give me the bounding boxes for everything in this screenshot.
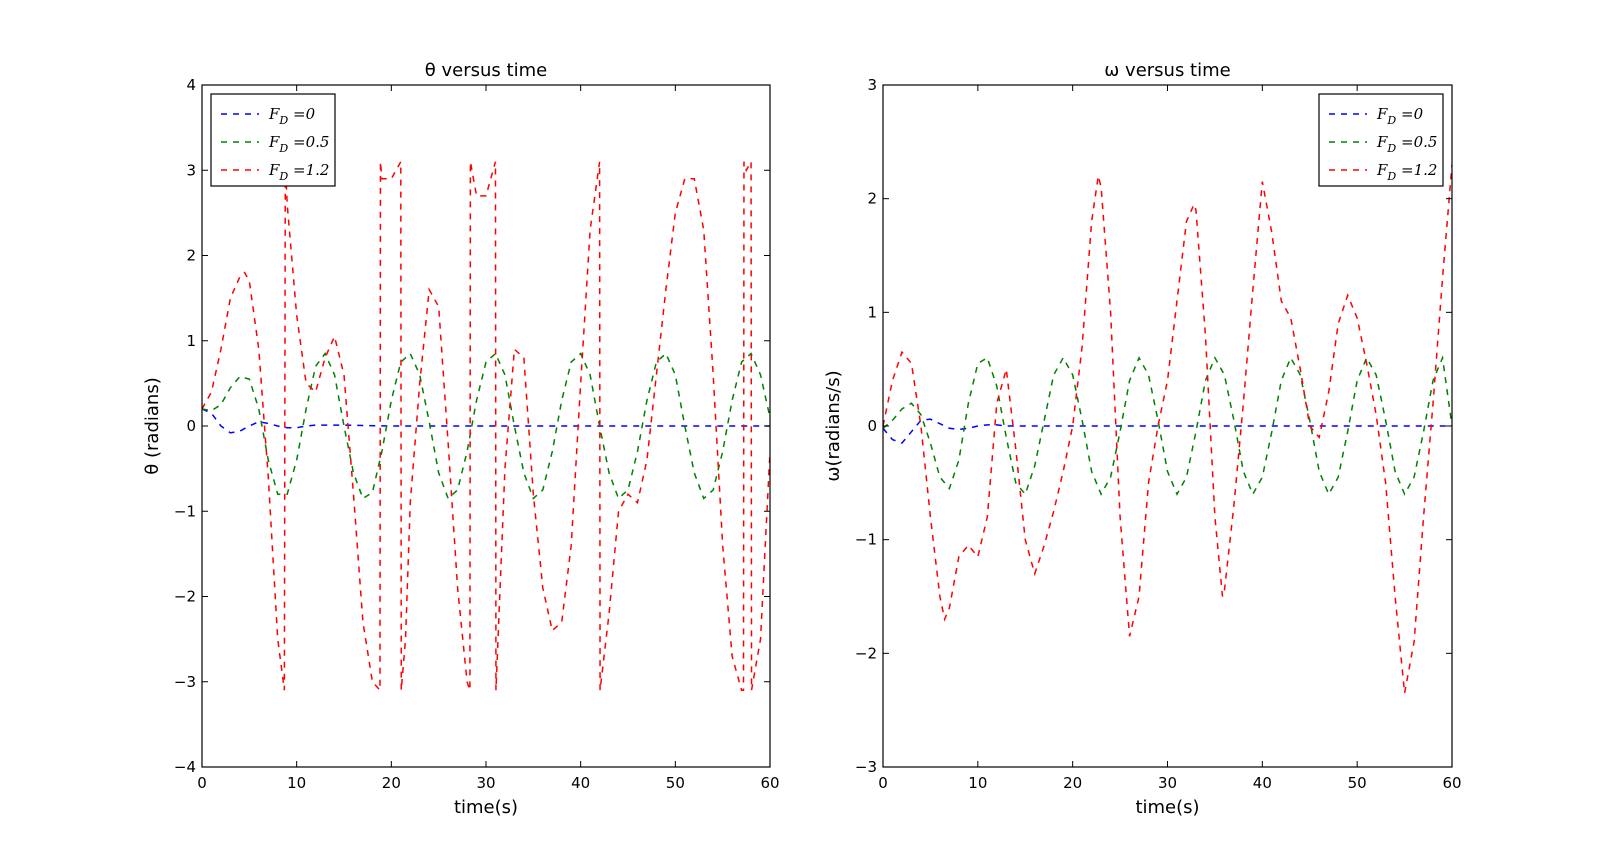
chart-title: ω versus time: [1104, 60, 1230, 81]
y-tick-label: 3: [186, 161, 196, 179]
legend-label: FD =0: [268, 105, 316, 127]
y-axis-label: θ (radians): [142, 377, 163, 474]
x-tick-label: 50: [666, 774, 685, 792]
y-tick-label: 1: [867, 303, 877, 321]
x-axis-label: time(s): [454, 797, 518, 818]
omega-plot: 0 10 20 30 40 50 60 −3 −2 −1 0 1 2 3 ω versus time time…: [823, 60, 1462, 818]
x-tick-label: 60: [760, 774, 779, 792]
series-line-2: [883, 164, 1452, 694]
y-tick-label: 2: [867, 190, 877, 208]
legend: FD =0 FD =0.5 FD =1.2: [210, 93, 336, 187]
y-tick-label: 0: [186, 417, 196, 435]
x-tick-label: 50: [1348, 774, 1367, 792]
y-tick-label: 0: [867, 417, 877, 435]
y-tick-label: 4: [186, 76, 196, 94]
x-tick-label: 10: [287, 774, 306, 792]
legend-label: FD =0.5: [268, 133, 329, 155]
y-tick-label: 3: [867, 76, 877, 94]
y-tick-label: −3: [174, 673, 196, 691]
y-tick-label: 1: [186, 332, 196, 350]
y-tick-label: 2: [186, 247, 196, 265]
series-line-1: [883, 354, 1452, 496]
x-tick-label: 30: [1158, 774, 1177, 792]
y-tick-label: −3: [855, 758, 877, 776]
x-tick-label: 40: [571, 774, 590, 792]
x-tick-label: 30: [476, 774, 495, 792]
series-line-0: [883, 418, 1452, 444]
series-line-2: [202, 158, 770, 693]
chart-title: θ versus time: [425, 60, 547, 81]
x-tick-label: 10: [968, 774, 987, 792]
x-tick-label: 0: [197, 774, 207, 792]
legend: FD =0 FD =0.5 FD =1.2: [1318, 93, 1444, 187]
y-tick-label: −2: [855, 644, 877, 662]
series-group: [883, 164, 1452, 694]
y-tick-label: −2: [174, 588, 196, 606]
legend-label: FD =0.5: [1376, 133, 1437, 155]
x-tick-label: 60: [1442, 774, 1461, 792]
x-tick-label: 20: [382, 774, 401, 792]
x-tick-label: 20: [1063, 774, 1082, 792]
series-line-1: [202, 352, 770, 500]
x-tick-label: 40: [1253, 774, 1272, 792]
legend-frame: [1318, 93, 1444, 187]
legend-label: FD =1.2: [268, 161, 329, 183]
y-tick-label: −1: [174, 502, 196, 520]
legend-frame: [210, 93, 336, 187]
y-axis-label: ω(radians/s): [823, 370, 844, 481]
x-tick-label: 0: [878, 774, 888, 792]
legend-label: FD =0: [1376, 105, 1424, 127]
series-group: [202, 158, 770, 693]
series-line-0: [202, 408, 770, 434]
theta-plot: 0 10 20 30 40 50 60 −4 −3 −2 −1 0 1 2 3 4 θ versus time t…: [142, 60, 780, 818]
legend-label: FD =1.2: [1376, 161, 1437, 183]
y-tick-label: −1: [855, 531, 877, 549]
x-axis-label: time(s): [1135, 797, 1199, 818]
y-tick-label: −4: [174, 758, 196, 776]
